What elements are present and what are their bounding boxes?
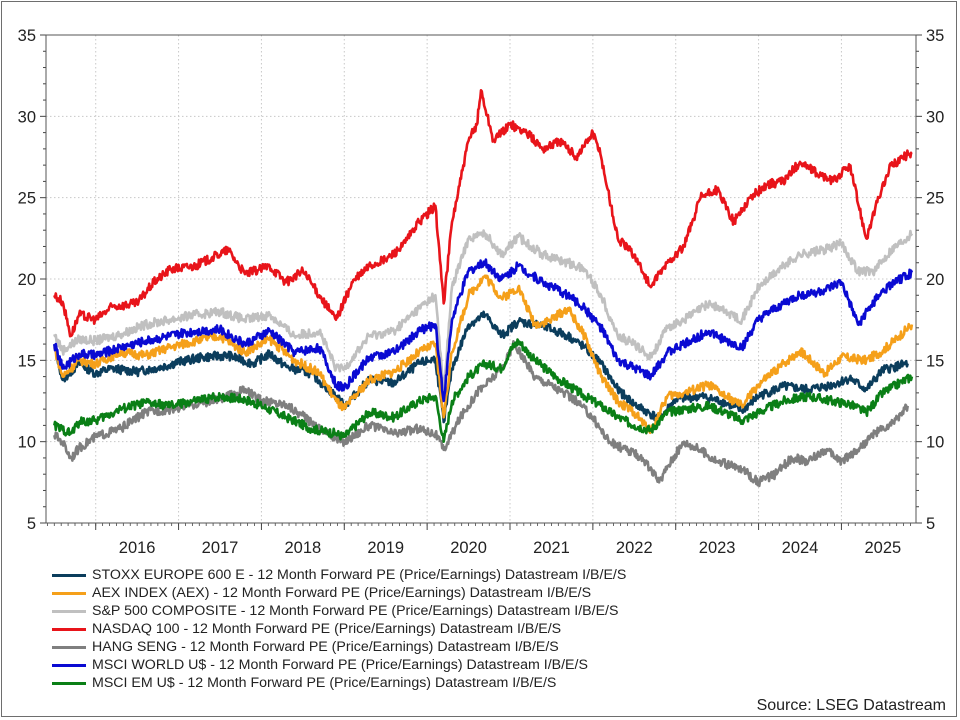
y-tick-label-right: 20 — [926, 271, 944, 289]
y-tick-label-right: 35 — [926, 27, 944, 45]
x-tick-label: 2022 — [616, 539, 653, 557]
legend-swatch — [52, 591, 86, 595]
y-tick-label-right: 10 — [926, 434, 944, 452]
x-tick-label: 2018 — [284, 539, 321, 557]
chart-legend: STOXX EUROPE 600 E - 12 Month Forward PE… — [52, 566, 626, 692]
y-tick-label-left: 20 — [18, 271, 36, 289]
y-tick-label-left: 15 — [18, 352, 36, 370]
y-tick-label-right: 30 — [926, 108, 944, 126]
legend-swatch — [52, 609, 86, 613]
source-note: Source: LSEG Datastream — [756, 697, 946, 714]
series-line — [53, 340, 909, 488]
legend-item: NASDAQ 100 - 12 Month Forward PE (Price/… — [52, 620, 626, 638]
plot-area — [45, 34, 917, 524]
y-tick-label-left: 25 — [18, 190, 36, 208]
legend-label: STOXX EUROPE 600 E - 12 Month Forward PE… — [92, 567, 627, 583]
y-tick-label-left: 30 — [18, 108, 36, 126]
x-tick-label: 2020 — [450, 539, 487, 557]
y-tick-label-left: 5 — [27, 515, 36, 533]
series-line — [53, 310, 909, 424]
series-line — [53, 274, 914, 435]
legend-item: MSCI EM U$ - 12 Month Forward PE (Price/… — [52, 674, 626, 692]
x-tick-label: 2021 — [533, 539, 570, 557]
legend-label: AEX INDEX (AEX) - 12 Month Forward PE (P… — [92, 585, 592, 601]
x-tick-label: 2023 — [699, 539, 736, 557]
legend-label: NASDAQ 100 - 12 Month Forward PE (Price/… — [92, 621, 562, 637]
y-tick-label-right: 15 — [926, 352, 944, 370]
y-tick-label-right: 25 — [926, 190, 944, 208]
legend-item: AEX INDEX (AEX) - 12 Month Forward PE (P… — [52, 584, 626, 602]
legend-item: HANG SENG - 12 Month Forward PE (Price/E… — [52, 638, 626, 656]
x-tick-label: 2019 — [367, 539, 404, 557]
legend-label: MSCI EM U$ - 12 Month Forward PE (Price/… — [92, 675, 557, 691]
series-line — [53, 229, 914, 395]
series-line — [53, 89, 913, 338]
legend-item: S&P 500 COMPOSITE - 12 Month Forward PE … — [52, 602, 626, 620]
legend-item: MSCI WORLD U$ - 12 Month Forward PE (Pri… — [52, 656, 626, 674]
legend-label: S&P 500 COMPOSITE - 12 Month Forward PE … — [92, 603, 619, 619]
legend-swatch — [52, 681, 86, 685]
legend-swatch — [52, 645, 86, 649]
y-tick-label-left: 35 — [18, 27, 36, 45]
legend-item: STOXX EUROPE 600 E - 12 Month Forward PE… — [52, 566, 626, 584]
x-tick-label: 2017 — [202, 539, 239, 557]
y-tick-label-left: 10 — [18, 434, 36, 452]
legend-swatch — [52, 663, 86, 667]
legend-label: MSCI WORLD U$ - 12 Month Forward PE (Pri… — [92, 657, 588, 673]
legend-swatch — [52, 627, 86, 631]
x-tick-label: 2016 — [119, 539, 156, 557]
series-line — [53, 338, 914, 443]
x-tick-label: 2024 — [782, 539, 819, 557]
y-tick-label-right: 5 — [926, 515, 935, 533]
legend-swatch — [52, 573, 86, 577]
x-tick-label: 2025 — [864, 539, 901, 557]
legend-label: HANG SENG - 12 Month Forward PE (Price/E… — [92, 639, 559, 655]
series-line — [53, 258, 914, 403]
